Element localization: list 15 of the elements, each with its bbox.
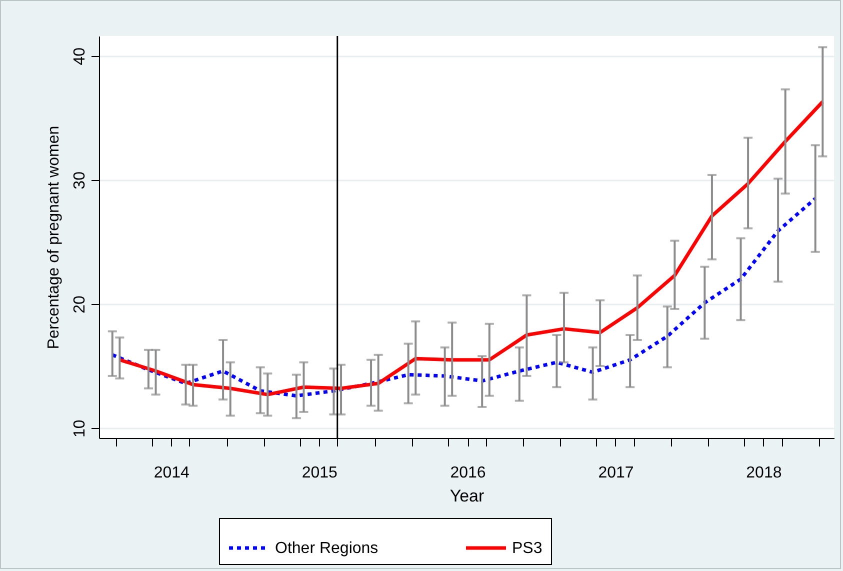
y-tick-label: 10 (72, 420, 88, 438)
x-tick-label: 2015 (302, 464, 338, 482)
y-tick-label: 30 (72, 171, 88, 190)
x-tick-label: 2017 (598, 464, 634, 482)
x-axis-title: Year (450, 486, 485, 506)
y-tick-label: 20 (72, 296, 88, 314)
legend-label: PS3 (512, 540, 542, 557)
x-tick-label: 2014 (154, 464, 190, 482)
x-tick-label: 2018 (746, 464, 782, 482)
legend-label: Other Regions (275, 540, 378, 557)
y-axis-title: Percentage of pregnant women (46, 126, 62, 350)
line-series (110, 196, 818, 398)
line-series (118, 100, 824, 396)
y-tick-label: 40 (72, 47, 88, 66)
x-tick-label: 2016 (450, 464, 486, 482)
